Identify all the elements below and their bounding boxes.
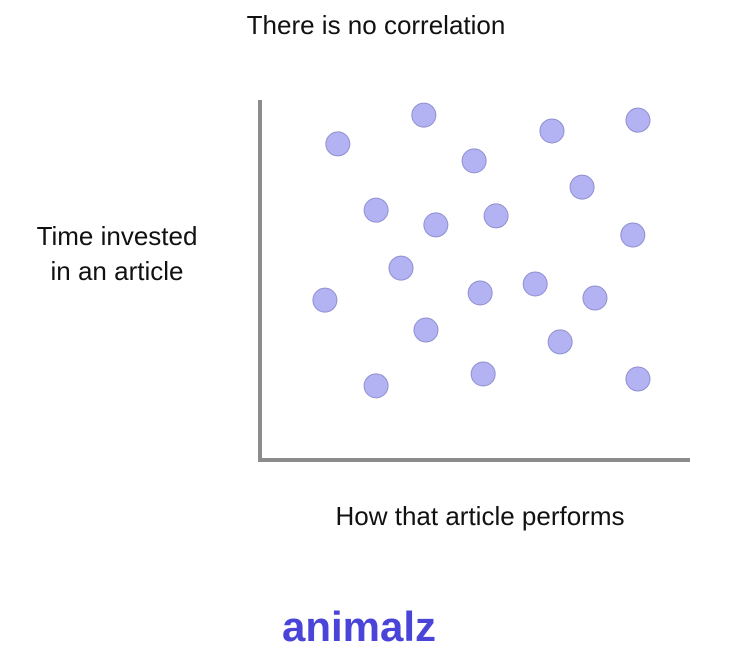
- point: [483, 203, 509, 229]
- point: [467, 280, 493, 306]
- point: [470, 361, 496, 387]
- point: [363, 197, 389, 223]
- point: [620, 222, 646, 248]
- point: [461, 148, 487, 174]
- y-axis-label: in an article: [51, 256, 184, 286]
- chart-title: There is no correlation: [247, 10, 506, 40]
- point: [582, 285, 608, 311]
- point: [625, 107, 651, 133]
- point: [539, 118, 565, 144]
- point: [625, 366, 651, 392]
- point: [312, 287, 338, 313]
- point: [569, 174, 595, 200]
- point: [325, 131, 351, 157]
- point: [363, 373, 389, 399]
- point: [423, 212, 449, 238]
- point: [547, 329, 573, 355]
- logo: animalz: [282, 603, 436, 650]
- point: [413, 317, 439, 343]
- point: [388, 255, 414, 281]
- x-axis-label: How that article performs: [336, 501, 625, 531]
- y-axis-label: Time invested: [37, 221, 198, 251]
- point: [522, 271, 548, 297]
- point: [411, 102, 437, 128]
